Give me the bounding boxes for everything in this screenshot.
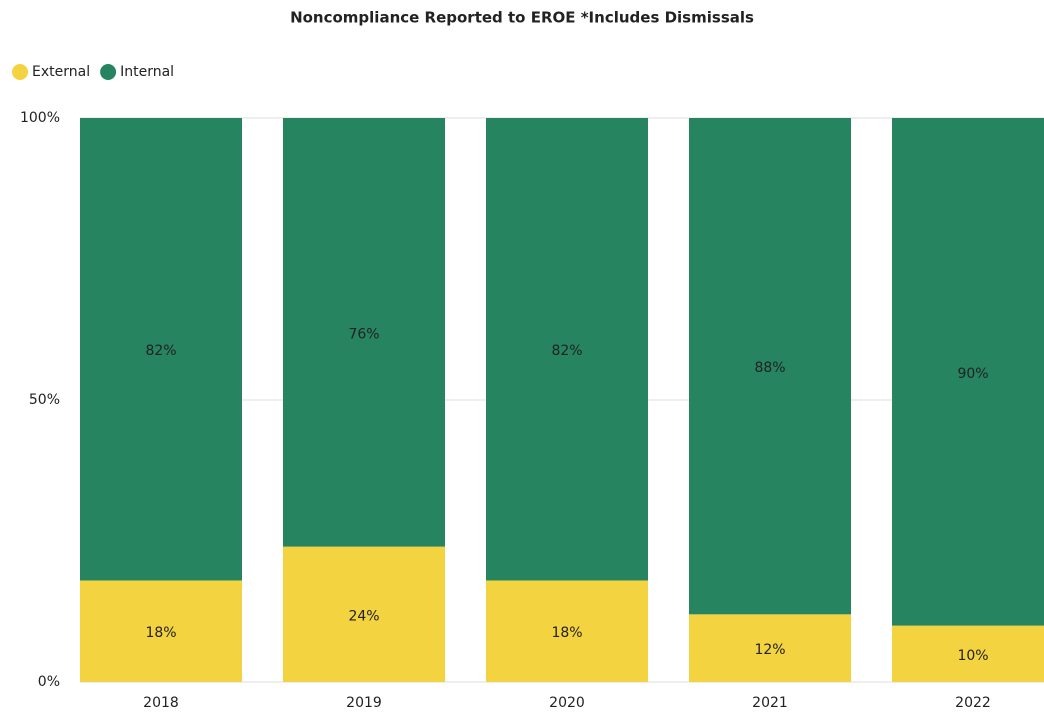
data-label: 76% (348, 326, 379, 342)
bar-segment (283, 546, 445, 682)
bar-segment (892, 625, 1044, 682)
y-tick-label: 50% (29, 392, 60, 408)
legend-label: External (32, 64, 90, 80)
bar-segment (80, 118, 242, 581)
x-tick-label: 2019 (346, 695, 382, 711)
x-tick-label: 2020 (549, 695, 585, 711)
bar-segment (689, 118, 851, 615)
data-label: 24% (348, 608, 379, 624)
bar-segment (892, 118, 1044, 626)
bar-segment (486, 118, 648, 581)
data-label: 18% (145, 625, 176, 641)
bar-segment (486, 580, 648, 682)
x-tick-label: 2018 (143, 695, 179, 711)
data-label: 88% (754, 360, 785, 376)
data-label: 18% (551, 625, 582, 641)
chart-title: Noncompliance Reported to EROE *Includes… (290, 9, 754, 27)
bar-segment (80, 580, 242, 682)
y-tick-label: 0% (38, 674, 60, 690)
data-label: 90% (957, 366, 988, 382)
legend-swatch (100, 64, 117, 80)
data-label: 10% (957, 648, 988, 664)
data-label: 12% (754, 642, 785, 658)
data-label: 82% (145, 343, 176, 359)
legend-label: Internal (120, 64, 174, 80)
y-tick-label: 100% (20, 110, 60, 126)
bar-segment (689, 614, 851, 682)
bar-segment (283, 118, 445, 547)
data-label: 82% (551, 343, 582, 359)
x-tick-label: 2021 (752, 695, 788, 711)
legend-swatch (12, 64, 28, 80)
x-tick-label: 2022 (955, 695, 991, 711)
